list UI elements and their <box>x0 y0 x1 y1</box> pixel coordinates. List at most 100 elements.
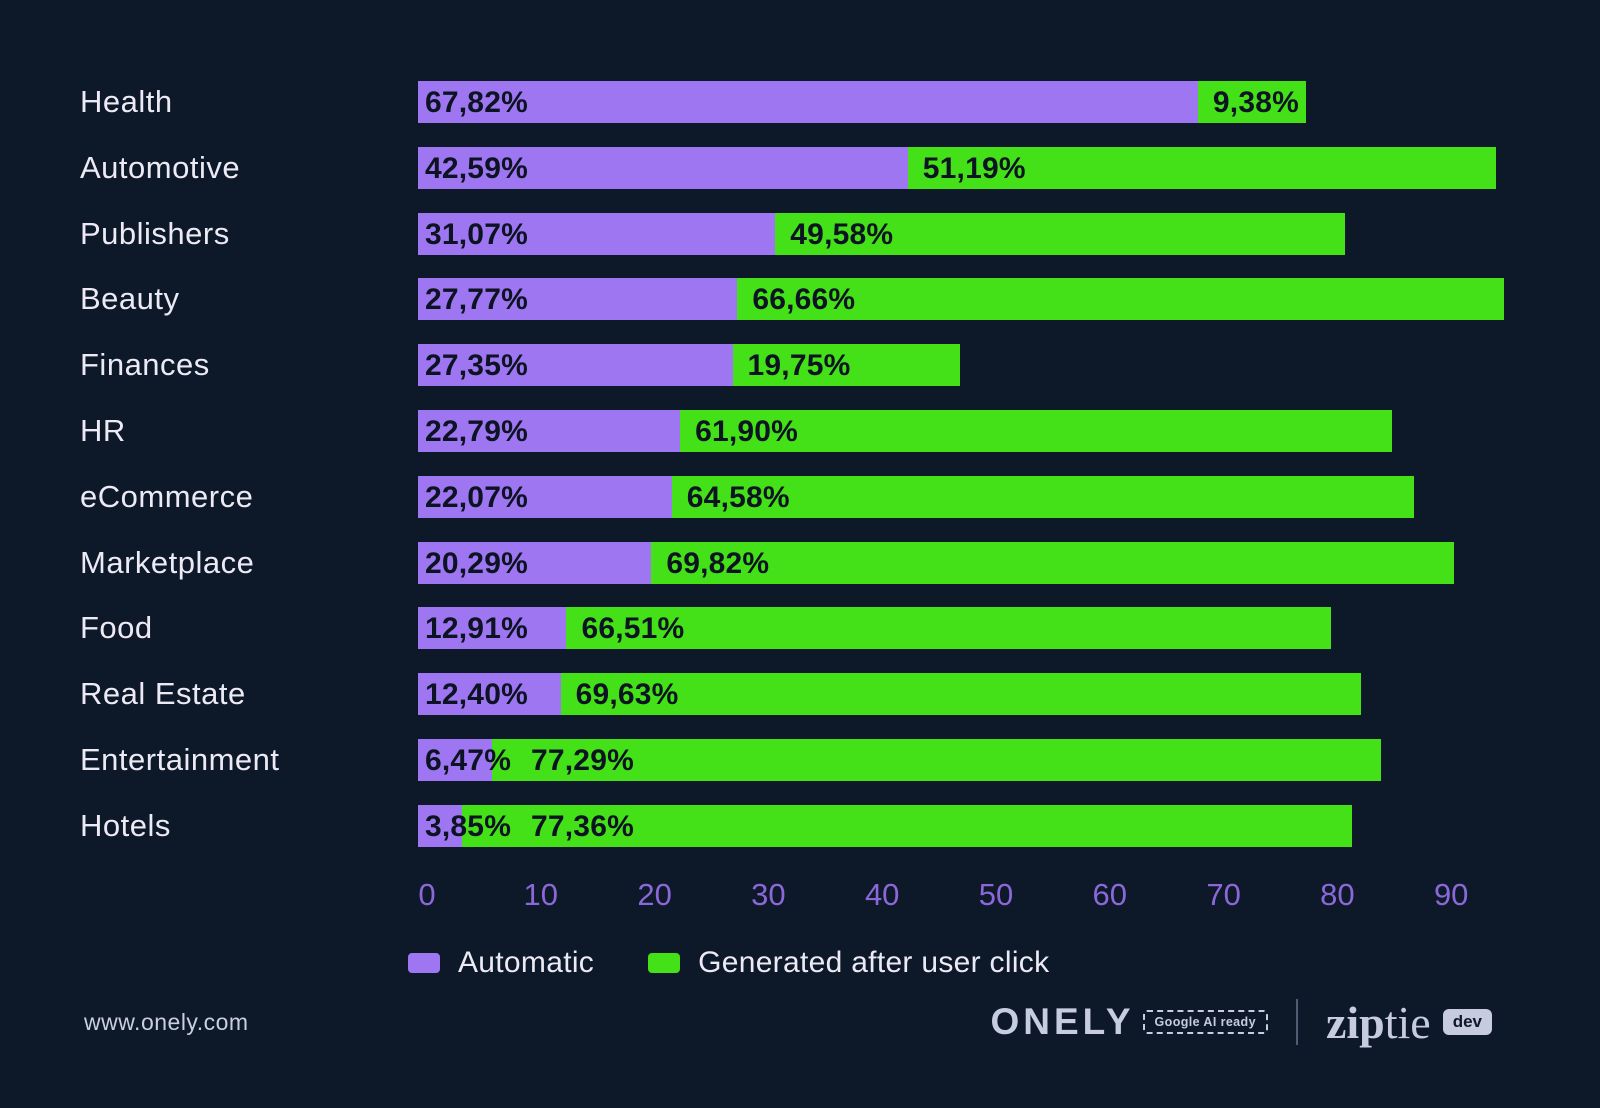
value-label-generated: 51,19% <box>922 151 1026 185</box>
legend-swatch <box>408 953 440 973</box>
value-label-generated: 19,75% <box>747 349 851 383</box>
ziptie-logo: zip tie dev <box>1326 996 1492 1049</box>
stacked-bar: 12,91% 66,51% <box>418 607 1332 650</box>
bar-segment-generated <box>1197 81 1306 123</box>
value-label-generated: 64,58% <box>686 480 790 514</box>
bar-segment-generated <box>680 410 1392 452</box>
value-label-automatic: 27,35% <box>425 349 528 383</box>
legend-item: Generated after user click <box>648 946 1049 980</box>
value-label-automatic: 67,82% <box>425 86 528 119</box>
stacked-bar: 12,40% 69,63% <box>418 673 1362 716</box>
bar-segment-automatic <box>418 278 738 321</box>
bar-segment-automatic <box>418 739 493 781</box>
x-axis-tick: 50 <box>978 877 1014 912</box>
chart-row: Automotive 42,59% 51,19% <box>0 146 1600 189</box>
stacked-bar: 22,79% 61,90% <box>418 410 1392 452</box>
chart-row: Publishers 31,07% 49,58% <box>0 212 1600 255</box>
stacked-bar: 31,07% 49,58% <box>418 212 1346 255</box>
website-url: www.onely.com <box>84 1009 249 1035</box>
value-label-automatic: 22,79% <box>425 415 528 448</box>
bar-segment-automatic <box>418 541 652 584</box>
x-axis-tick: 90 <box>1433 877 1469 912</box>
bar-segment-generated <box>492 739 1382 781</box>
chart-row: Marketplace 20,29% 69,82% <box>0 541 1600 584</box>
chart-row: Hotels 3,85% 77,36% <box>0 804 1600 847</box>
bar-segment-generated <box>907 146 1497 189</box>
bar-segment-automatic <box>418 410 681 452</box>
category-label: Finances <box>80 347 210 383</box>
value-label-automatic: 27,77% <box>425 283 528 317</box>
value-label-automatic: 12,91% <box>425 612 528 646</box>
value-label-automatic: 22,07% <box>425 480 528 514</box>
bar-segment-generated <box>775 212 1346 255</box>
category-label: Publishers <box>80 215 230 251</box>
google-ai-ready-badge: Google AI ready <box>1142 1010 1268 1034</box>
x-axis-tick: 40 <box>864 877 900 912</box>
value-label-automatic: 42,59% <box>425 151 528 185</box>
stacked-bar: 20,29% 69,82% <box>418 541 1455 584</box>
x-axis-tick: 70 <box>1206 877 1241 912</box>
chart-row: eCommerce 22,07% 64,58% <box>0 475 1600 518</box>
stacked-bar: 3,85% 77,36% <box>418 804 1352 847</box>
bar-segment-automatic <box>418 146 908 189</box>
value-label-generated: 69,63% <box>575 678 679 712</box>
x-axis-tick: 20 <box>637 877 672 912</box>
value-label-generated: 66,66% <box>752 283 856 317</box>
stacked-bar: 67,82% 9,38% <box>418 81 1306 123</box>
stacked-bar: 6,47% 77,29% <box>418 739 1382 781</box>
stacked-bar: 42,59% 51,19% <box>418 146 1497 189</box>
bar-segment-automatic <box>418 81 1198 123</box>
chart-row: Finances 27,35% 19,75% <box>0 344 1600 387</box>
legend-swatch <box>648 953 681 973</box>
value-label-generated: 49,58% <box>790 217 894 251</box>
x-axis-tick: 60 <box>1092 877 1128 912</box>
bar-segment-generated <box>566 607 1332 650</box>
value-label-generated: 77,29% <box>531 744 634 777</box>
bar-segment-generated <box>462 804 1352 847</box>
bar-segment-generated <box>560 673 1362 716</box>
chart-row: Entertainment 6,47% 77,29% <box>0 739 1600 781</box>
value-label-generated: 9,38% <box>1212 86 1299 119</box>
category-label: Real Estate <box>80 676 246 712</box>
category-label: Automotive <box>80 149 241 185</box>
x-axis-tick: 10 <box>523 877 559 912</box>
category-label: HR <box>80 413 126 448</box>
category-label: eCommerce <box>80 478 254 514</box>
bar-segment-automatic <box>418 475 672 518</box>
chart-legend: Automatic Generated after user click <box>408 946 1049 980</box>
brand-logos: ONELY Google AI ready zip tie dev <box>990 994 1492 1050</box>
stacked-bar: 27,77% 66,66% <box>418 278 1504 321</box>
onely-wordmark: ONELY <box>990 1001 1135 1042</box>
bar-segment-generated <box>671 475 1415 518</box>
bar-segment-automatic <box>418 804 463 847</box>
ziptie-dev-badge: dev <box>1442 1009 1492 1035</box>
bar-segment-automatic <box>418 344 733 387</box>
separator-divider <box>1295 999 1298 1045</box>
value-label-automatic: 12,40% <box>425 678 528 712</box>
bar-segment-automatic <box>418 607 567 650</box>
value-label-generated: 69,82% <box>666 546 770 580</box>
chart-row: Health 67,82% 9,38% <box>0 81 1600 123</box>
category-label: Hotels <box>80 807 171 843</box>
stacked-bar: 22,07% 64,58% <box>418 475 1415 518</box>
value-label-automatic: 3,85% <box>425 809 512 843</box>
chart-row: Food 12,91% 66,51% <box>0 607 1600 650</box>
value-label-automatic: 31,07% <box>425 217 528 251</box>
category-label: Beauty <box>80 281 180 317</box>
chart-row: Beauty 27,77% 66,66% <box>0 278 1600 321</box>
value-label-automatic: 6,47% <box>425 744 512 777</box>
value-label-automatic: 20,29% <box>425 546 528 580</box>
bar-segment-automatic <box>418 673 561 716</box>
x-axis-tick: 80 <box>1320 877 1355 912</box>
bar-segment-generated <box>732 344 960 387</box>
value-label-generated: 77,36% <box>531 809 634 843</box>
category-label: Health <box>80 84 173 119</box>
x-axis-tick: 30 <box>751 877 786 912</box>
category-label: Food <box>80 610 153 646</box>
chart-row: HR 22,79% 61,90% <box>0 410 1600 452</box>
x-axis-tick: 0 <box>418 877 436 912</box>
legend-item: Automatic <box>408 946 594 980</box>
onely-logo: ONELY Google AI ready <box>990 1001 1268 1043</box>
legend-label: Automatic <box>458 946 595 979</box>
